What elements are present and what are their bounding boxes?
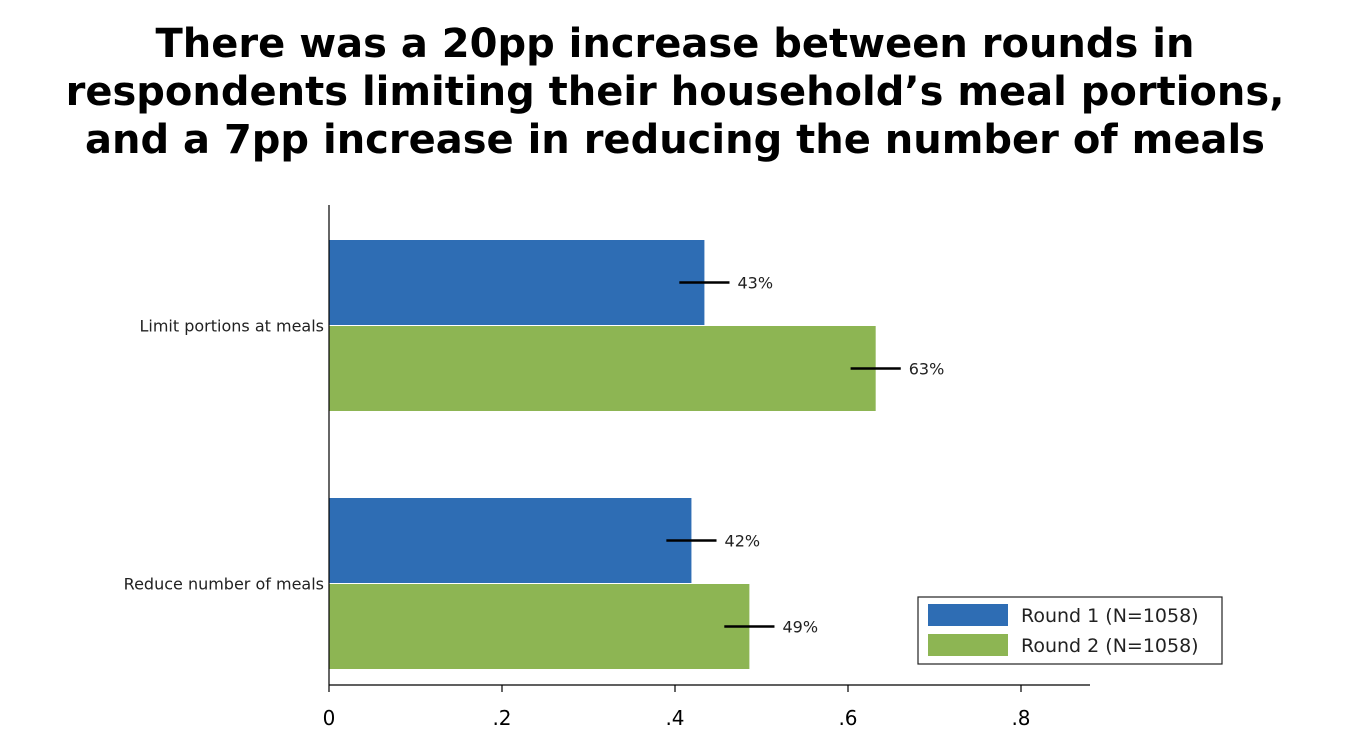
bar-series1-cat2 [329,498,692,583]
legend-label-1: Round 1 (N=1058) [1021,605,1199,627]
data-label-series1-cat1: 43% [737,274,773,293]
x-tick-label-2: .2 [492,706,511,730]
x-tick-label-5: .8 [1011,706,1030,730]
title-line-1: There was a 20pp increase between rounds… [155,21,1195,67]
x-tick-label-3: .4 [665,706,684,730]
category-label-2: Reduce number of meals [124,575,324,594]
bar-series2-cat2 [329,584,750,669]
data-label-series2-cat1: 63% [909,360,945,379]
chart-title: There was a 20pp increase between rounds… [0,20,1350,164]
data-label-series1-cat2: 42% [725,532,761,551]
title-line-2: respondents limiting their household’s m… [65,69,1285,115]
title-line-3: and a 7pp increase in reducing the numbe… [85,117,1265,163]
data-label-series2-cat2: 49% [782,618,818,637]
legend-swatch-2 [928,634,1008,656]
category-label-1: Limit portions at meals [139,317,324,336]
bar-series1-cat1 [329,240,705,325]
x-tick-label-4: .6 [838,706,857,730]
legend-label-2: Round 2 (N=1058) [1021,635,1199,657]
legend-swatch-1 [928,604,1008,626]
bar-series2-cat1 [329,326,876,411]
x-tick-label-1: 0 [323,706,336,730]
